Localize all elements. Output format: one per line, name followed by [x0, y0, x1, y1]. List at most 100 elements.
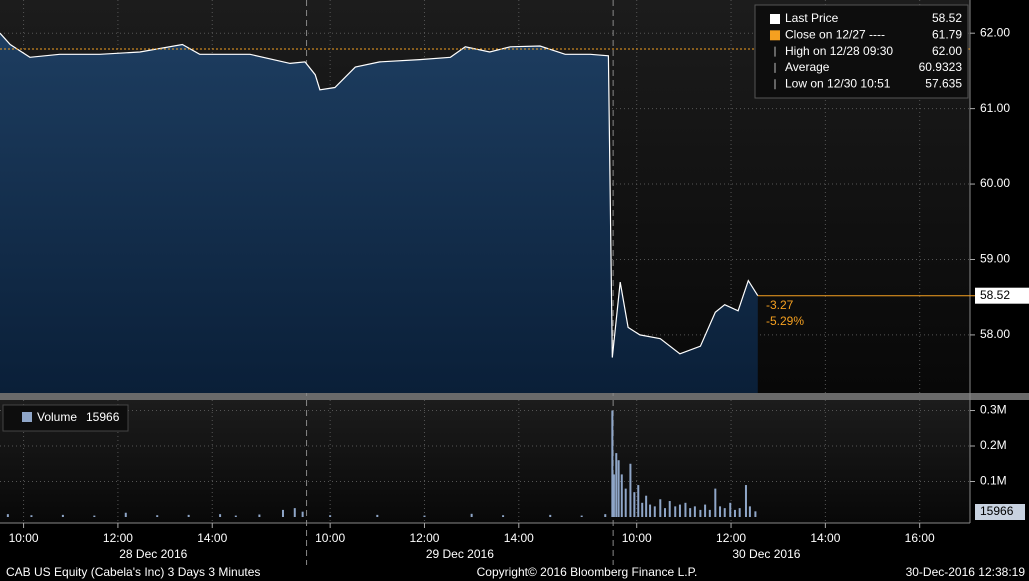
volume-legend-label: Volume	[37, 410, 77, 424]
volume-bar	[580, 515, 583, 517]
footer-center: Copyright© 2016 Bloomberg Finance L.P.	[477, 565, 698, 579]
price-line	[0, 32, 759, 358]
volume-bar	[641, 502, 644, 517]
volume-bar	[93, 515, 96, 517]
footer-right: 30-Dec-2016 12:38:19	[906, 565, 1026, 579]
volume-bar	[693, 506, 696, 517]
volume-bar	[748, 506, 751, 517]
x-tick-label: 12:00	[103, 531, 133, 545]
volume-bar	[301, 511, 304, 517]
legend-value: 58.52	[932, 11, 962, 25]
volume-bar	[423, 515, 426, 517]
volume-bar	[502, 515, 505, 517]
y-tick-label: 60.00	[980, 176, 1010, 190]
x-tick-label: 12:00	[409, 531, 439, 545]
volume-bar	[649, 504, 652, 517]
volume-pane	[0, 400, 970, 523]
volume-bar	[156, 515, 159, 517]
volume-bar	[714, 488, 717, 517]
volume-bar	[684, 502, 687, 517]
volume-bar	[664, 508, 667, 517]
volume-bar	[633, 492, 636, 517]
y-tick-label: 0.1M	[980, 474, 1007, 488]
x-tick-label: 10:00	[315, 531, 345, 545]
legend-value: 60.9323	[919, 60, 963, 74]
volume-bar	[653, 506, 656, 517]
volume-bar	[234, 515, 237, 517]
price-area	[0, 33, 758, 393]
volume-bar	[329, 515, 332, 517]
date-label: 28 Dec 2016	[119, 547, 187, 561]
volume-bar	[729, 502, 732, 517]
volume-bar	[258, 514, 261, 517]
x-tick-label: 14:00	[504, 531, 534, 545]
volume-bar	[6, 514, 9, 517]
legend-label: Close on 12/27 ----	[785, 27, 885, 41]
volume-bar	[187, 514, 190, 517]
volume-bar	[708, 509, 711, 517]
volume-bar	[645, 495, 648, 517]
legend-swatch	[770, 14, 780, 24]
x-tick-label: 14:00	[810, 531, 840, 545]
legend-label: Average	[785, 60, 830, 74]
x-tick-label: 12:00	[716, 531, 746, 545]
last-volume-box	[975, 504, 1025, 520]
x-tick-label: 10:00	[9, 531, 39, 545]
footer-left: CAB US Equity (Cabela's Inc) 3 Days 3 Mi…	[6, 565, 260, 579]
date-label: 29 Dec 2016	[426, 547, 494, 561]
last-price-label: 58.52	[980, 288, 1010, 302]
y-tick-label: 62.00	[980, 25, 1010, 39]
x-tick-label: 14:00	[197, 531, 227, 545]
date-label: 30 Dec 2016	[732, 547, 800, 561]
volume-bar	[629, 463, 632, 517]
volume-bar	[612, 474, 615, 517]
legend-value: 61.79	[932, 27, 962, 41]
volume-bar	[620, 474, 623, 517]
volume-bar	[754, 511, 757, 517]
volume-bar	[744, 485, 747, 517]
legend-label: Low on 12/30 10:51	[785, 76, 891, 90]
volume-bar	[674, 506, 677, 517]
legend-label: High on 12/28 09:30	[785, 44, 893, 58]
volume-bar	[293, 508, 296, 517]
last-volume-label: 15966	[980, 504, 1014, 518]
change-annotation: -5.29%	[766, 314, 804, 328]
volume-bar	[723, 508, 726, 517]
volume-bar	[281, 509, 284, 517]
volume-bar	[668, 501, 671, 517]
volume-legend-swatch	[22, 412, 32, 422]
volume-bar	[624, 488, 627, 517]
volume-bar	[124, 512, 127, 517]
volume-bar	[659, 499, 662, 517]
volume-bar	[704, 504, 707, 517]
volume-bar	[604, 514, 607, 517]
volume-bar	[549, 514, 552, 517]
volume-bar	[61, 514, 64, 517]
volume-bar	[615, 453, 618, 517]
volume-bar	[689, 508, 692, 517]
volume-bar	[733, 509, 736, 517]
y-tick-label: 0.2M	[980, 438, 1007, 452]
volume-bar	[738, 508, 741, 517]
legend-box	[754, 4, 969, 99]
last-price-box	[975, 287, 1029, 304]
x-tick-label: 16:00	[905, 531, 935, 545]
volume-bar	[719, 506, 722, 517]
y-tick-label: 0.3M	[980, 403, 1007, 417]
marks: 58.00 59.00 60.00 61.00 62.00 10:00 12:00 14:00…	[0, 0, 1029, 565]
y-tick-label: 61.00	[980, 101, 1010, 115]
volume-bar	[30, 515, 33, 517]
legend-value: 57.635	[925, 76, 962, 90]
legend-value: 62.00	[932, 44, 962, 58]
volume-bar	[637, 485, 640, 517]
volume-bar	[699, 509, 702, 517]
legend-swatch	[770, 30, 780, 41]
x-tick-label: 10:00	[622, 531, 652, 545]
volume-bar	[470, 513, 473, 517]
volume-bar	[219, 514, 222, 517]
pane-divider	[0, 393, 1029, 400]
legend-label: Last Price	[785, 11, 839, 25]
y-tick-label: 58.00	[980, 327, 1010, 341]
